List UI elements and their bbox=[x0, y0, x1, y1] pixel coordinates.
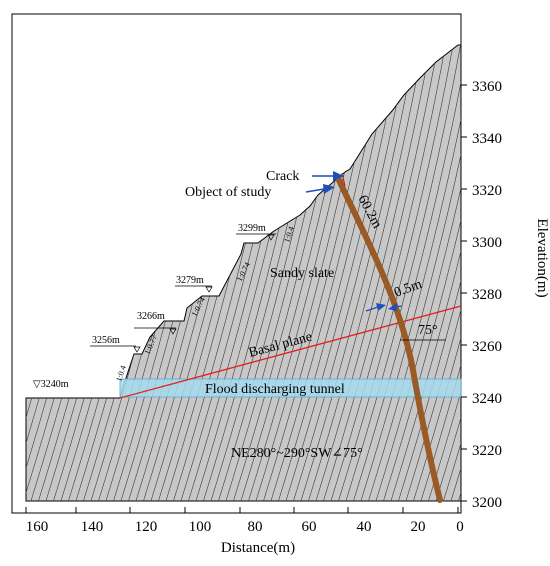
bedding-line bbox=[362, 45, 461, 501]
basal-plane-line bbox=[119, 305, 462, 399]
y-axis-title: Elevation(m) bbox=[534, 218, 550, 297]
rock-column bbox=[335, 175, 443, 503]
sandy-slate-label: Sandy slate bbox=[270, 266, 334, 281]
bedding-line bbox=[437, 45, 461, 501]
y-tick-3260: 3260 bbox=[472, 339, 502, 355]
x-tick-60: 60 bbox=[302, 519, 317, 535]
crack-arrow bbox=[312, 171, 344, 181]
bedding-line bbox=[399, 45, 461, 501]
y-tick-3220: 3220 bbox=[472, 443, 502, 459]
bedding-line bbox=[392, 45, 461, 501]
bedding-line bbox=[309, 45, 436, 501]
y-axis: 3360 3340 3320 3300 3280 3260 3240 3220 … bbox=[461, 79, 550, 511]
y-tick-3240: 3240 bbox=[472, 391, 502, 407]
attitude-label: NE280°~290°SW∠75° bbox=[231, 446, 363, 461]
bedding-line bbox=[0, 20, 8, 520]
x-tick-0: 0 bbox=[456, 519, 464, 535]
elevation-3279: 3279m bbox=[176, 275, 204, 286]
y-tick-3200: 3200 bbox=[472, 495, 502, 511]
bedding-line bbox=[324, 45, 451, 501]
bedding-line bbox=[332, 45, 458, 501]
x-tick-140: 140 bbox=[81, 519, 104, 535]
crack-mark bbox=[341, 172, 346, 187]
x-tick-120: 120 bbox=[135, 519, 158, 535]
bedding-line bbox=[347, 45, 461, 501]
bedding-line bbox=[317, 45, 443, 501]
x-tick-40: 40 bbox=[357, 519, 372, 535]
elevation-3299: 3299m bbox=[238, 223, 266, 234]
x-axis: 160 140 120 100 80 60 40 20 0 Distance(m… bbox=[25, 507, 464, 556]
x-tick-160: 160 bbox=[26, 519, 49, 535]
bedding-line bbox=[369, 45, 461, 501]
x-tick-80: 80 bbox=[248, 519, 263, 535]
bedding-line bbox=[414, 45, 461, 501]
bench-marks bbox=[90, 233, 276, 353]
bedding-line bbox=[354, 45, 461, 501]
y-tick-3300: 3300 bbox=[472, 235, 502, 251]
bedding-line bbox=[377, 45, 461, 501]
y-tick-3320: 3320 bbox=[472, 183, 502, 199]
object-of-study-label: Object of study bbox=[185, 185, 271, 200]
bedding-line bbox=[429, 45, 461, 501]
tunnel-label: Flood discharging tunnel bbox=[205, 382, 345, 397]
y-tick-3360: 3360 bbox=[472, 79, 502, 95]
bedding-line bbox=[384, 45, 461, 501]
y-tick-3280: 3280 bbox=[472, 287, 502, 303]
elevation-3240: ▽3240m bbox=[33, 379, 69, 390]
crack-label: Crack bbox=[266, 169, 299, 184]
bedding-line bbox=[339, 45, 461, 501]
tunnel-band bbox=[119, 378, 462, 398]
bedding-line bbox=[422, 45, 461, 501]
x-tick-20: 20 bbox=[411, 519, 426, 535]
y-tick-3340: 3340 bbox=[472, 131, 502, 147]
elevation-3266: 3266m bbox=[137, 311, 165, 322]
x-axis-title: Distance(m) bbox=[221, 540, 295, 556]
x-tick-100: 100 bbox=[189, 519, 212, 535]
width-arrows bbox=[365, 303, 403, 312]
angle-label: 75° bbox=[418, 323, 438, 338]
elevation-3256: 3256m bbox=[92, 335, 120, 346]
object-arrow bbox=[305, 184, 335, 194]
